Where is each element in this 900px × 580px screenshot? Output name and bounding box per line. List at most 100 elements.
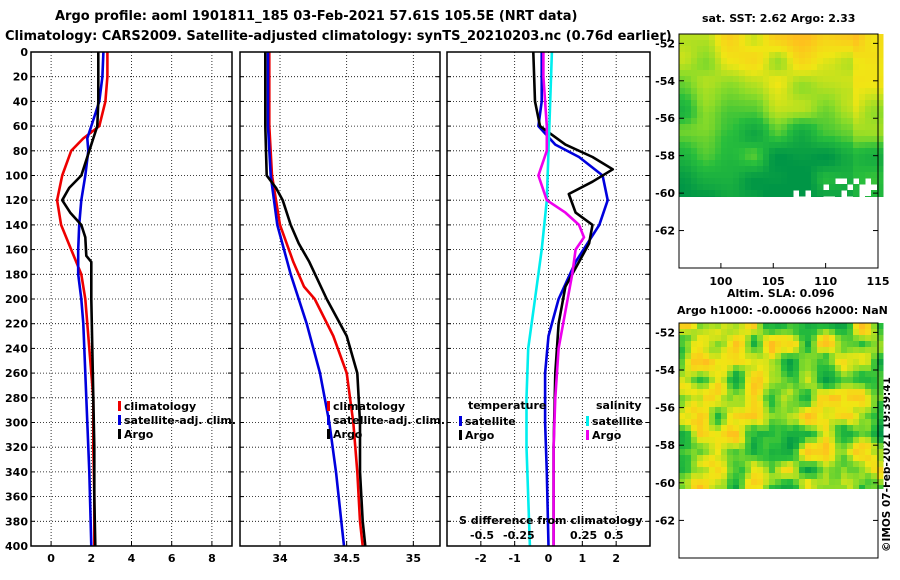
map-cell <box>823 479 830 486</box>
map-cell <box>805 449 812 456</box>
map-cell <box>721 437 728 444</box>
map-cell <box>793 377 800 384</box>
map-cell <box>847 461 854 468</box>
map-cell <box>793 70 800 77</box>
map-cell <box>787 467 794 474</box>
map-cell <box>871 166 878 173</box>
map-cell <box>811 112 818 119</box>
map-cell <box>829 329 836 336</box>
map-cell <box>721 34 728 41</box>
map-cell <box>859 335 866 342</box>
map-cell <box>811 88 818 95</box>
map-cell <box>787 166 794 173</box>
map-cell <box>823 449 830 456</box>
map-cell <box>781 377 788 384</box>
map-cell <box>739 335 746 342</box>
map-cell <box>697 347 704 354</box>
map-cell <box>685 88 692 95</box>
map-cell <box>703 118 710 125</box>
map-cell <box>703 431 710 438</box>
map-cell <box>775 425 782 432</box>
map-cell <box>697 106 704 113</box>
map-cell <box>799 431 806 438</box>
map-cell <box>727 413 734 420</box>
map-cell <box>691 112 698 119</box>
map-cell <box>691 154 698 161</box>
map-cell <box>781 335 788 342</box>
map-cell <box>787 413 794 420</box>
map-cell <box>679 70 686 77</box>
map-cell <box>811 82 818 89</box>
map-cell <box>709 70 716 77</box>
map-cell <box>793 383 800 390</box>
map-cell <box>877 395 884 402</box>
map-cell <box>709 359 716 366</box>
map-cell <box>685 437 692 444</box>
map-cell <box>751 383 758 390</box>
map-cell <box>757 136 764 143</box>
map-cell <box>829 365 836 372</box>
map-cell <box>835 467 842 474</box>
map-cell <box>709 455 716 462</box>
map-cell <box>769 425 776 432</box>
map-cell <box>739 419 746 426</box>
map-cell <box>865 64 872 71</box>
map-cell <box>877 347 884 354</box>
map-cell <box>841 461 848 468</box>
map-cell <box>733 389 740 396</box>
map-cell <box>865 467 872 474</box>
map-cell <box>775 467 782 474</box>
map-cell <box>709 401 716 408</box>
map-cell <box>715 64 722 71</box>
map-cell <box>787 443 794 450</box>
map-cell <box>811 124 818 131</box>
map-cell <box>793 461 800 468</box>
map-cell <box>847 130 854 137</box>
map-cell <box>727 479 734 486</box>
map-cell <box>859 449 866 456</box>
map-cell <box>805 479 812 486</box>
map-cell <box>853 437 860 444</box>
map-cell <box>721 112 728 119</box>
map-cell <box>805 341 812 348</box>
map-cell <box>757 389 764 396</box>
map-cell <box>877 329 884 336</box>
map-cell <box>769 413 776 420</box>
y-tick-label: 400 <box>5 540 28 553</box>
map-cell <box>817 323 824 330</box>
map-cell <box>727 154 734 161</box>
map-cell <box>829 383 836 390</box>
map-cell <box>805 58 812 65</box>
map-cell <box>865 383 872 390</box>
map-cell <box>865 329 872 336</box>
map-cell <box>859 118 866 125</box>
map-cell <box>751 419 758 426</box>
map-cell <box>787 94 794 101</box>
map-cell <box>727 467 734 474</box>
map-cell <box>703 88 710 95</box>
map-cell <box>877 431 884 438</box>
map-cell <box>691 455 698 462</box>
map-cell <box>829 82 836 89</box>
map-cell <box>697 419 704 426</box>
map-cell <box>685 419 692 426</box>
map-cell <box>877 443 884 450</box>
map-cell <box>745 40 752 47</box>
map-cell <box>691 479 698 486</box>
map-cell <box>877 467 884 474</box>
map-x-tick-label: 100 <box>709 275 732 288</box>
map-cell <box>805 166 812 173</box>
map-cell <box>847 160 854 167</box>
map-cell <box>697 58 704 65</box>
map-cell <box>757 64 764 71</box>
map-cell <box>751 88 758 95</box>
map-cell <box>853 70 860 77</box>
map-cell <box>811 353 818 360</box>
map-cell <box>715 347 722 354</box>
map-cell <box>853 34 860 41</box>
map-cell <box>679 106 686 113</box>
map-cell <box>805 407 812 414</box>
map-cell <box>847 154 854 161</box>
map-cell <box>745 371 752 378</box>
map-cell <box>739 46 746 53</box>
